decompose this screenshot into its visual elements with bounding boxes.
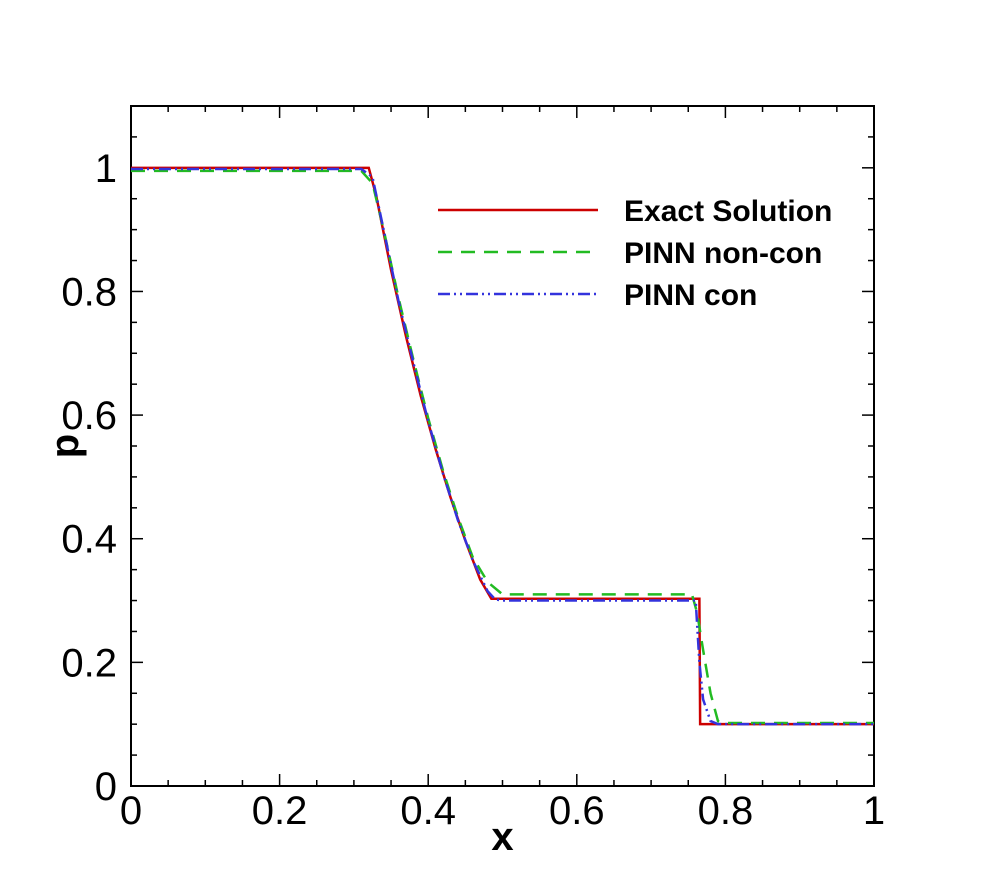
- y-tick-label: 0.8: [61, 270, 117, 314]
- series-line-2: [131, 167, 874, 726]
- legend-label: PINN con: [624, 279, 757, 312]
- x-tick-label: 0.8: [698, 789, 754, 833]
- x-tick-label: 1: [863, 789, 885, 833]
- y-axis-label: p: [43, 434, 87, 458]
- y-tick-label: 0.6: [61, 394, 117, 438]
- legend-label: PINN non-con: [624, 237, 822, 270]
- x-tick-label: 0.4: [400, 789, 456, 833]
- x-axis-label: x: [491, 815, 513, 859]
- y-tick-label: 0.2: [61, 641, 117, 685]
- x-tick-label: 0.2: [252, 789, 308, 833]
- x-tick-label: 0.6: [549, 789, 605, 833]
- y-tick-label: 1: [95, 147, 117, 191]
- legend-label: Exact Solution: [624, 195, 832, 228]
- y-tick-label: 0.4: [61, 518, 117, 562]
- y-tick-label: 0: [95, 765, 117, 809]
- x-tick-label: 0: [120, 789, 142, 833]
